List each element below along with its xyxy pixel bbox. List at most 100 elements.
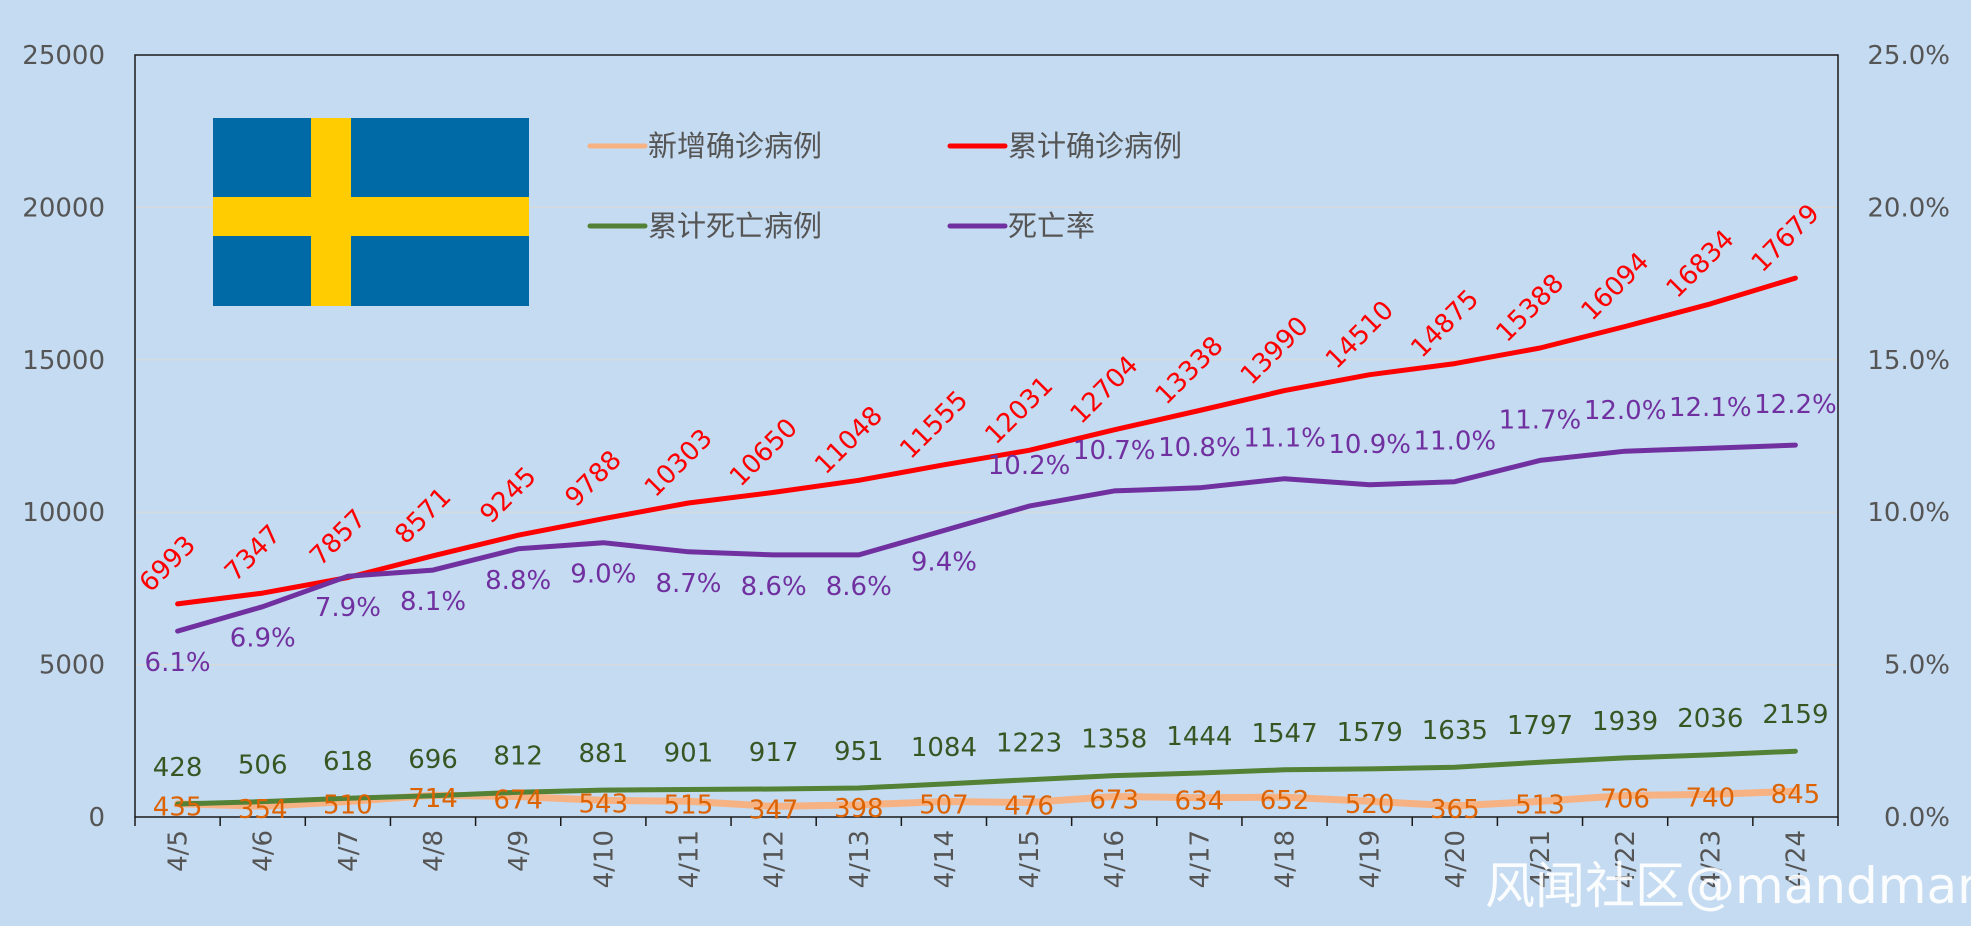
data-label-deaths: 618 [323, 747, 373, 777]
data-label-deaths: 1547 [1251, 719, 1317, 749]
data-label-death-rate: 9.0% [570, 560, 636, 590]
data-label-death-rate: 12.2% [1754, 390, 1837, 420]
data-label-cumulative: 15388 [1490, 268, 1570, 348]
data-label-death-rate: 10.8% [1158, 433, 1241, 463]
x-tick-label: 4/21 [1526, 830, 1556, 888]
y-left-tick-label: 20000 [22, 193, 105, 223]
x-tick-label: 4/24 [1781, 830, 1811, 888]
data-label-deaths: 2159 [1762, 700, 1828, 730]
data-label-death-rate: 11.0% [1414, 427, 1497, 457]
legend-label: 死亡率 [1008, 209, 1095, 243]
data-label-deaths: 1797 [1507, 711, 1573, 741]
data-label-cumulative: 9788 [560, 445, 628, 513]
y-right-tick-label: 25.0% [1867, 41, 1950, 71]
x-tick-label: 4/11 [674, 830, 704, 888]
data-label-death-rate: 8.7% [655, 569, 721, 599]
data-label-death-rate: 9.4% [911, 547, 977, 577]
data-label-deaths: 696 [408, 745, 458, 775]
x-tick-label: 4/20 [1441, 830, 1471, 888]
y-left-tick-label: 0 [88, 803, 105, 833]
data-label-cumulative: 8571 [389, 482, 457, 550]
data-label-new-cases: 543 [579, 789, 629, 819]
data-label-new-cases: 354 [238, 795, 288, 825]
data-label-cumulative: 16094 [1576, 247, 1656, 327]
data-label-death-rate: 6.9% [230, 624, 296, 654]
data-label-deaths: 2036 [1677, 704, 1743, 734]
data-label-new-cases: 510 [323, 790, 373, 820]
data-label-death-rate: 6.1% [145, 648, 211, 678]
legend-label: 新增确诊病例 [648, 129, 822, 163]
data-label-new-cases: 845 [1771, 780, 1821, 810]
data-label-death-rate: 10.2% [988, 451, 1071, 481]
data-label-new-cases: 515 [664, 790, 714, 820]
x-tick-label: 4/8 [419, 830, 449, 872]
data-label-cumulative: 6993 [134, 530, 202, 598]
data-label-new-cases: 365 [1430, 795, 1480, 825]
data-label-death-rate: 11.7% [1499, 405, 1582, 435]
x-tick-label: 4/6 [249, 830, 279, 872]
y-right-tick-label: 20.0% [1867, 193, 1950, 223]
data-label-cumulative: 11555 [894, 385, 974, 465]
y-right-tick-label: 10.0% [1867, 498, 1950, 528]
sweden-flag [213, 118, 529, 306]
x-tick-label: 4/10 [589, 830, 619, 888]
watermark: 风闻社区@mandman [1485, 857, 1971, 915]
x-tick-label: 4/13 [845, 830, 875, 888]
data-label-cumulative: 10650 [724, 413, 804, 493]
data-label-deaths: 1358 [1081, 725, 1147, 755]
y-axis-left: 0 5000 10000 15000 20000 25000 [22, 41, 105, 833]
data-label-deaths: 881 [579, 739, 629, 769]
legend-label: 累计死亡病例 [648, 209, 822, 243]
data-label-new-cases: 347 [749, 795, 799, 825]
data-label-new-cases: 507 [919, 791, 969, 821]
data-label-new-cases: 634 [1175, 787, 1225, 817]
data-label-cumulative: 11048 [809, 401, 889, 481]
x-tick-label: 4/7 [334, 830, 364, 872]
data-label-cumulative: 17679 [1746, 199, 1826, 279]
series-line-2 [175, 748, 1798, 807]
x-tick-label: 4/18 [1271, 830, 1301, 888]
data-label-deaths: 428 [153, 753, 203, 783]
data-label-cumulative: 13338 [1150, 331, 1230, 411]
x-tick-label: 4/17 [1185, 830, 1215, 888]
data-label-death-rate: 8.6% [826, 572, 892, 602]
data-label-new-cases: 520 [1345, 790, 1395, 820]
y-right-tick-label: 5.0% [1884, 651, 1950, 681]
data-label-deaths: 1635 [1422, 716, 1488, 746]
series-lines [174, 275, 1799, 810]
data-label-deaths: 506 [238, 751, 288, 781]
x-tick-label: 4/9 [504, 830, 534, 872]
data-label-death-rate: 8.1% [400, 587, 466, 617]
y-left-tick-label: 5000 [39, 651, 105, 681]
data-label-cumulative: 12031 [980, 371, 1060, 451]
data-label-deaths: 812 [493, 741, 543, 771]
data-label-death-rate: 11.1% [1243, 424, 1326, 454]
y-right-tick-label: 15.0% [1867, 346, 1950, 376]
data-label-new-cases: 476 [1004, 791, 1054, 821]
x-tick-label: 4/12 [760, 830, 790, 888]
data-label-deaths: 1223 [996, 729, 1062, 759]
data-label-deaths: 1444 [1166, 722, 1232, 752]
data-label-cumulative: 9245 [475, 462, 543, 530]
series-line-1 [175, 275, 1798, 607]
data-label-cumulative: 7347 [219, 519, 287, 587]
x-tick-label: 4/16 [1100, 830, 1130, 888]
data-label-cumulative: 14510 [1320, 295, 1400, 375]
data-label-new-cases: 674 [493, 785, 543, 815]
data-label-cumulative: 7857 [304, 504, 372, 572]
data-label-death-rate: 8.6% [741, 572, 807, 602]
x-tick-label: 4/14 [930, 830, 960, 888]
data-label-deaths: 1579 [1337, 718, 1403, 748]
data-label-cumulative: 12704 [1065, 350, 1145, 430]
data-label-new-cases: 513 [1515, 790, 1565, 820]
x-tick-label: 4/5 [164, 830, 194, 872]
data-label-death-rate: 12.1% [1669, 393, 1752, 423]
data-label-death-rate: 10.7% [1073, 436, 1156, 466]
data-label-new-cases: 740 [1685, 783, 1735, 813]
data-label-cumulative: 13990 [1235, 311, 1315, 391]
y-left-tick-label: 25000 [22, 41, 105, 71]
x-tick-label: 4/22 [1611, 830, 1641, 888]
data-label-deaths: 1084 [911, 733, 977, 763]
series-line-3 [175, 442, 1798, 634]
